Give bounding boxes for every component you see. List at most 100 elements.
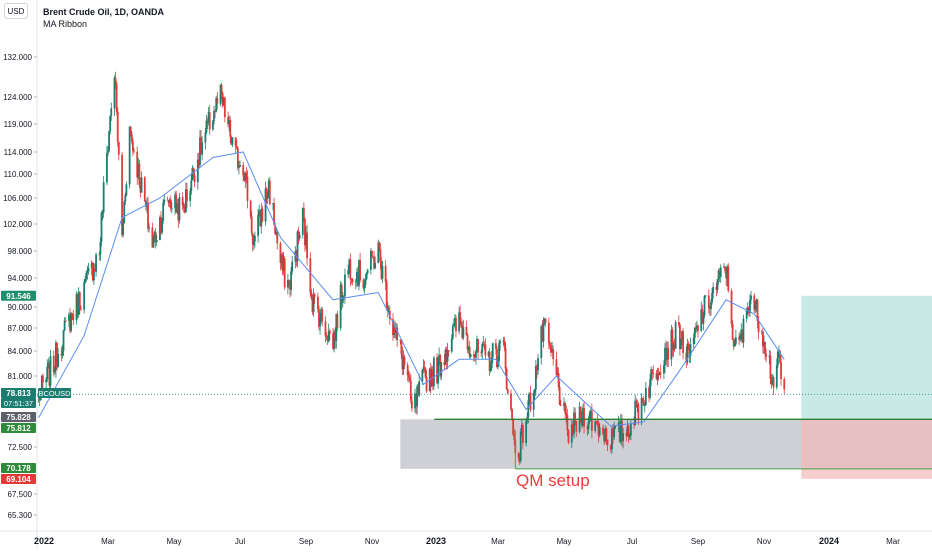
candle[interactable]	[664, 342, 666, 374]
candle[interactable]	[529, 385, 532, 413]
candle[interactable]	[84, 276, 87, 284]
candle[interactable]	[439, 354, 442, 380]
profit-zone[interactable]	[801, 295, 932, 420]
candle[interactable]	[311, 294, 314, 315]
candle[interactable]	[90, 260, 93, 276]
candle[interactable]	[63, 317, 66, 332]
candle[interactable]	[301, 207, 304, 239]
candle[interactable]	[488, 347, 491, 376]
candle[interactable]	[552, 345, 555, 366]
candle[interactable]	[596, 414, 599, 427]
candle[interactable]	[117, 141, 120, 161]
candle[interactable]	[357, 266, 359, 287]
candle[interactable]	[512, 418, 515, 436]
candle[interactable]	[733, 338, 736, 348]
candle[interactable]	[221, 91, 224, 108]
candle[interactable]	[196, 152, 199, 190]
candle[interactable]	[429, 362, 432, 394]
candle[interactable]	[634, 394, 637, 426]
candle[interactable]	[702, 312, 705, 331]
candle[interactable]	[472, 350, 475, 362]
candle[interactable]	[320, 306, 323, 324]
candle[interactable]	[392, 313, 394, 342]
candle[interactable]	[499, 339, 502, 351]
candle[interactable]	[718, 267, 721, 282]
candle[interactable]	[53, 366, 56, 375]
candle[interactable]	[536, 364, 538, 379]
candle[interactable]	[549, 341, 551, 350]
candle[interactable]	[451, 323, 454, 340]
candle[interactable]	[47, 357, 50, 369]
candle[interactable]	[143, 175, 146, 202]
candle[interactable]	[380, 257, 383, 280]
candle[interactable]	[282, 252, 285, 276]
candle[interactable]	[216, 91, 219, 110]
candle[interactable]	[739, 333, 742, 342]
candle[interactable]	[121, 151, 123, 238]
candle[interactable]	[618, 418, 621, 443]
candle[interactable]	[309, 252, 312, 297]
candle[interactable]	[764, 341, 766, 360]
candle[interactable]	[628, 433, 631, 441]
candle[interactable]	[113, 75, 116, 117]
candle[interactable]	[746, 302, 749, 315]
candle[interactable]	[319, 312, 321, 335]
candle[interactable]	[754, 300, 757, 314]
candle[interactable]	[281, 251, 284, 275]
candle[interactable]	[625, 428, 628, 442]
candle[interactable]	[467, 346, 470, 354]
candle[interactable]	[170, 202, 173, 214]
candle[interactable]	[765, 348, 768, 363]
candle[interactable]	[339, 281, 342, 331]
candle[interactable]	[68, 312, 70, 328]
candle[interactable]	[674, 319, 677, 350]
candle[interactable]	[110, 102, 113, 121]
candle[interactable]	[677, 315, 680, 328]
candle[interactable]	[122, 218, 125, 238]
candle[interactable]	[106, 146, 108, 186]
candle[interactable]	[396, 323, 399, 347]
candle[interactable]	[770, 374, 773, 389]
candle[interactable]	[447, 349, 450, 357]
candle[interactable]	[622, 428, 624, 449]
candle[interactable]	[125, 181, 128, 197]
candle[interactable]	[64, 317, 67, 323]
candle[interactable]	[575, 420, 578, 437]
candle[interactable]	[574, 407, 577, 426]
currency-button[interactable]: USD	[4, 3, 28, 19]
candle[interactable]	[75, 291, 78, 325]
candle[interactable]	[681, 330, 683, 345]
candle[interactable]	[704, 295, 707, 298]
candle[interactable]	[415, 393, 417, 415]
candle[interactable]	[160, 211, 162, 235]
candle[interactable]	[481, 341, 484, 360]
candle[interactable]	[291, 255, 294, 275]
candle[interactable]	[440, 362, 443, 381]
candle[interactable]	[719, 264, 722, 283]
candle[interactable]	[181, 192, 184, 211]
candle[interactable]	[381, 260, 384, 284]
candle[interactable]	[174, 191, 176, 215]
candle[interactable]	[612, 423, 614, 445]
candle[interactable]	[52, 350, 55, 377]
candle[interactable]	[324, 316, 327, 343]
candle[interactable]	[685, 346, 688, 369]
candle[interactable]	[349, 253, 352, 287]
candle[interactable]	[95, 252, 97, 277]
candle[interactable]	[696, 320, 698, 333]
candle[interactable]	[235, 139, 238, 150]
candle[interactable]	[260, 203, 263, 234]
candle[interactable]	[85, 270, 88, 283]
candle[interactable]	[197, 152, 200, 170]
candle[interactable]	[312, 288, 315, 317]
candle[interactable]	[251, 232, 254, 252]
candle[interactable]	[663, 360, 665, 380]
candle[interactable]	[491, 342, 494, 364]
candle[interactable]	[108, 130, 110, 153]
candle[interactable]	[162, 198, 165, 224]
candle[interactable]	[133, 147, 135, 154]
candle[interactable]	[168, 198, 171, 208]
candle[interactable]	[252, 234, 255, 250]
candle[interactable]	[723, 262, 725, 269]
